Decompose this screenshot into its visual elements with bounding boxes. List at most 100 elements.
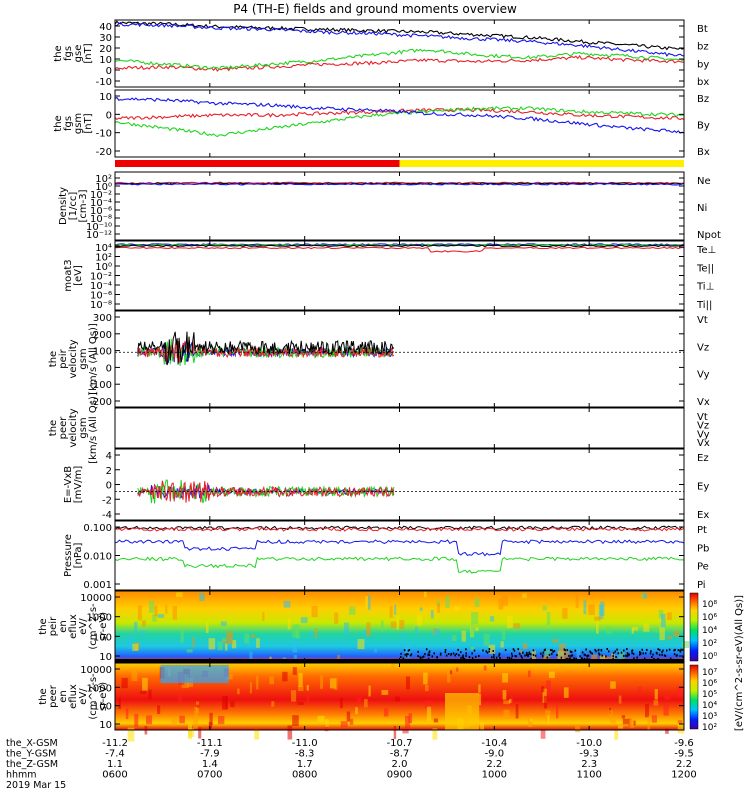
y-tick-label: -20 <box>96 147 112 158</box>
heatmap-noise <box>450 652 453 655</box>
y-label-line: [km/s (All Qs)] <box>88 323 99 395</box>
heatmap-noise <box>488 650 491 653</box>
chart-title: P4 (TH-E) fields and ground moments over… <box>233 2 517 16</box>
legend-entry: by <box>697 59 709 70</box>
y-tick-label: 100 <box>93 702 112 713</box>
heatmap-cell <box>546 611 551 626</box>
heatmap-cell <box>645 703 650 718</box>
heatmap-noise <box>650 650 652 653</box>
y-axis-9: 10000 1000 100 10 <box>80 665 684 731</box>
heatmap-cell <box>128 634 132 650</box>
y-tick-label: 10000 <box>80 593 112 604</box>
heatmap-noise <box>680 648 682 651</box>
x-tick-label: -10.0 <box>576 738 602 749</box>
heatmap-cell <box>356 697 362 702</box>
heatmap-cell <box>320 675 324 689</box>
colorbar-tick: 10⁷ <box>702 668 717 678</box>
x-ticks-7 <box>114 521 685 590</box>
legend-entry: Vt <box>697 412 708 423</box>
series-line-bx <box>115 21 684 57</box>
heatmap-cell <box>339 697 343 709</box>
y-tick-label: 10⁻⁴ <box>90 198 112 209</box>
heatmap-cell <box>346 711 351 722</box>
heatmap-cell <box>256 638 260 648</box>
heatmap-noise <box>542 651 545 654</box>
legend-entry: Te⊥ <box>696 245 716 256</box>
y-label-line: gsm <box>78 348 89 369</box>
legend-0: Bt bz by bx <box>697 24 709 88</box>
heatmap-cell <box>308 631 314 635</box>
heatmap-cell <box>399 619 405 630</box>
heatmap-cell <box>594 616 601 621</box>
heatmap-cell <box>663 704 669 716</box>
heatmap-noise <box>417 650 419 653</box>
heatmap-noise <box>492 649 495 652</box>
heatmap-noise <box>568 654 570 657</box>
heatmap-noise <box>626 652 629 655</box>
y-tick-label: 20 <box>99 44 112 55</box>
y-label-line: (cm^2-s- <box>88 603 99 650</box>
y-tick-label: 10² <box>95 253 112 264</box>
heatmap-cell <box>298 672 303 687</box>
heatmap-cell <box>349 606 356 615</box>
y-axis-label-1: the fgs gsm [nT] <box>53 113 94 134</box>
heatmap-noise <box>583 657 586 660</box>
heatmap-noise <box>408 648 411 651</box>
heatmap-cell <box>396 615 399 630</box>
legend-entry: Ne <box>697 176 711 187</box>
heatmap-noise <box>651 655 653 658</box>
heatmap-cell <box>507 615 513 629</box>
heatmap-cell <box>622 718 630 725</box>
heatmap-cell <box>437 603 441 613</box>
heatmap-cell <box>292 639 298 653</box>
heatmap-cell <box>340 721 348 728</box>
y-tick-label: 0 <box>106 66 112 77</box>
heatmap-cell <box>552 638 559 643</box>
heatmap-noise <box>493 656 495 659</box>
y-tick-label: 100 <box>93 632 112 643</box>
heatmap-cell <box>218 715 225 725</box>
series-group <box>115 525 684 574</box>
heatmap-noise <box>447 653 450 656</box>
heatmap-cell <box>125 708 129 720</box>
heatmap-cell <box>545 710 551 721</box>
heatmap-noise <box>631 652 633 655</box>
heatmap-cell <box>510 695 514 706</box>
x-tick-label: -9.5 <box>674 749 694 760</box>
y-tick-label: 100 <box>93 347 112 358</box>
heatmap-noise <box>673 653 676 656</box>
heatmap-noise <box>527 655 529 658</box>
panel-frame <box>114 19 685 88</box>
x-tick-label: 0900 <box>387 770 412 781</box>
heatmap-cell <box>217 641 223 651</box>
heatmap-cell <box>256 675 259 690</box>
y-label-line: [1/cc] <box>68 192 79 221</box>
heatmap-cell <box>621 715 626 719</box>
heatmap-noise <box>673 649 675 652</box>
heatmap-noise <box>556 654 558 657</box>
heatmap-cell <box>249 651 253 660</box>
legend-entry: Ex <box>697 510 709 521</box>
heatmap-noise <box>551 649 553 652</box>
y-label-line: velocity <box>68 408 79 447</box>
heatmap-dropout <box>445 693 480 730</box>
series-group <box>115 243 684 253</box>
heatmap-noise <box>499 657 501 660</box>
heatmap-cell <box>448 636 453 640</box>
heatmap-cell <box>447 667 451 683</box>
heatmap-noise <box>615 655 617 658</box>
y-tick-label: 4 <box>106 451 112 462</box>
legend-entry: Pb <box>697 543 709 554</box>
y-label-line: eflux <box>68 684 79 709</box>
y-label-line: peer <box>48 684 59 708</box>
heatmap-noise <box>457 648 459 651</box>
heatmap-cell <box>483 633 490 646</box>
legend-3: Te⊥ Te|| Ti⊥ Ti|| <box>696 245 716 311</box>
series-group <box>137 479 395 504</box>
heatmap-cell <box>490 616 495 622</box>
y-label-line: the <box>38 688 49 704</box>
panel-6 <box>114 448 685 521</box>
heatmap-noise <box>485 650 488 653</box>
heatmap-cell <box>254 729 260 740</box>
